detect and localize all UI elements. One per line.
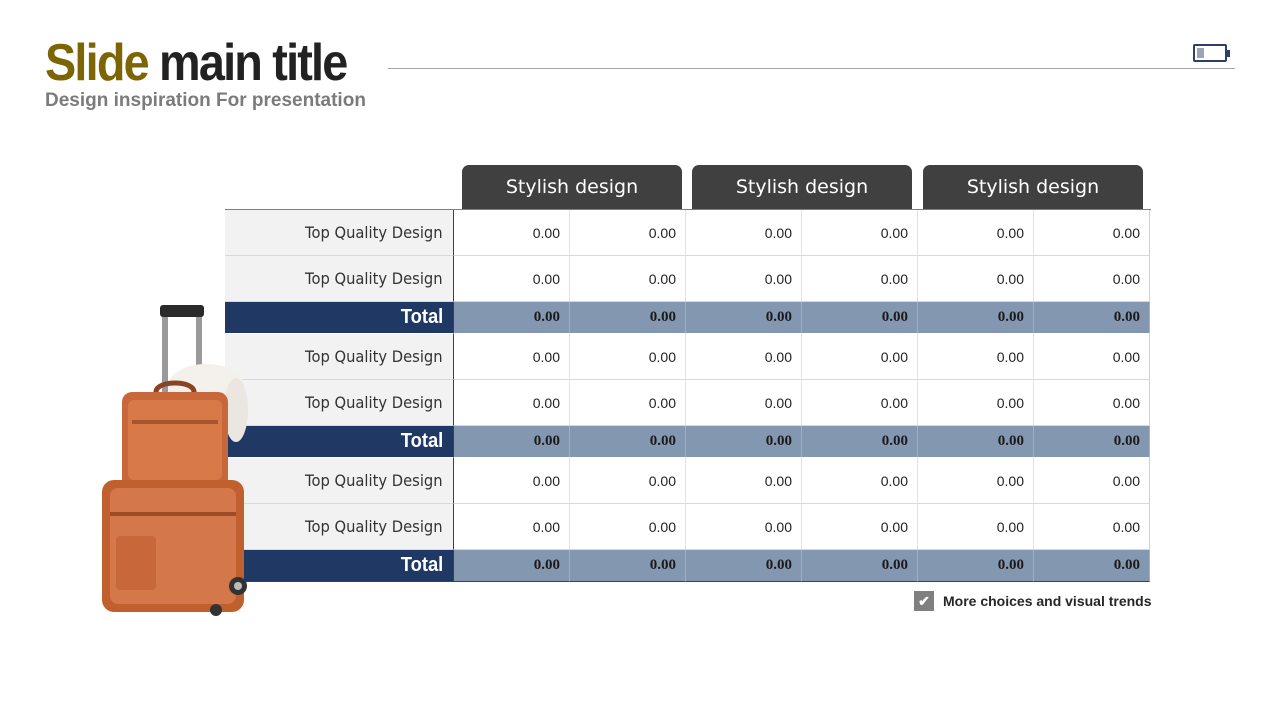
data-table: Top Quality Design 0.00 0.00 0.00 0.00 0.00 0.… [225, 209, 1151, 582]
table-cell: 0.00 [454, 256, 570, 302]
table-cell: 0.00 [686, 380, 802, 426]
table-total-row: Total 0.00 0.00 0.00 0.00 0.00 0.00 [225, 550, 1151, 582]
row-label: Top Quality Design [225, 504, 454, 550]
luggage-illustration [102, 305, 248, 616]
table-cell: 0.00 [802, 210, 918, 256]
total-cell: 0.00 [918, 302, 1034, 334]
total-cell: 0.00 [454, 426, 570, 458]
slide-subtitle: Design inspiration For presentation [45, 90, 366, 111]
table-cell: 0.00 [686, 334, 802, 380]
table-row: Top Quality Design 0.00 0.00 0.00 0.00 0.00 0.… [225, 380, 1151, 426]
title-divider [388, 68, 1235, 69]
table-cell: 0.00 [802, 458, 918, 504]
row-label: Top Quality Design [225, 210, 454, 256]
table-cell: 0.00 [1034, 256, 1150, 302]
row-label: Top Quality Design [225, 334, 454, 380]
table-cell: 0.00 [454, 210, 570, 256]
table-cell: 0.00 [570, 256, 686, 302]
table-total-row: Total 0.00 0.00 0.00 0.00 0.00 0.00 [225, 302, 1151, 334]
table-cell: 0.00 [918, 210, 1034, 256]
table-cell: 0.00 [1034, 210, 1150, 256]
row-label-text: Top Quality Design [305, 471, 443, 490]
total-cell: 0.00 [918, 426, 1034, 458]
column-header-3: Stylish design [923, 165, 1143, 209]
table-cell: 0.00 [686, 504, 802, 550]
title-word-accent: Slide [45, 34, 150, 92]
row-label-text: Top Quality Design [305, 269, 443, 288]
table-cell: 0.00 [686, 256, 802, 302]
total-cell: 0.00 [802, 550, 918, 582]
table-cell: 0.00 [570, 458, 686, 504]
total-cell: 0.00 [802, 302, 918, 334]
table-cell: 0.00 [570, 380, 686, 426]
row-label-text: Total [400, 306, 443, 328]
total-cell: 0.00 [570, 426, 686, 458]
total-cell: 0.00 [570, 550, 686, 582]
checkmark-icon: ✔ [914, 591, 934, 611]
table-cell: 0.00 [1034, 458, 1150, 504]
row-label: Top Quality Design [225, 458, 454, 504]
table-cell: 0.00 [1034, 334, 1150, 380]
total-cell: 0.00 [686, 550, 802, 582]
table-cell: 0.00 [918, 504, 1034, 550]
table-cell: 0.00 [454, 334, 570, 380]
column-header-2: Stylish design [692, 165, 912, 209]
table-cell: 0.00 [802, 504, 918, 550]
total-label: Total [225, 426, 454, 458]
total-cell: 0.00 [686, 426, 802, 458]
table-cell: 0.00 [686, 210, 802, 256]
table-row: Top Quality Design 0.00 0.00 0.00 0.00 0.00 0.… [225, 334, 1151, 380]
row-label-text: Top Quality Design [305, 223, 443, 242]
table-cell: 0.00 [570, 210, 686, 256]
table-cell: 0.00 [454, 458, 570, 504]
table-row: Top Quality Design 0.00 0.00 0.00 0.00 0.00 0.… [225, 256, 1151, 302]
row-label-text: Total [400, 554, 443, 576]
total-label: Total [225, 302, 454, 334]
total-cell: 0.00 [1034, 426, 1150, 458]
total-cell: 0.00 [570, 302, 686, 334]
row-label-text: Top Quality Design [305, 393, 443, 412]
row-label-text: Total [400, 430, 443, 452]
total-cell: 0.00 [802, 426, 918, 458]
column-header-1: Stylish design [462, 165, 682, 209]
table-cell: 0.00 [802, 380, 918, 426]
table-cell: 0.00 [454, 504, 570, 550]
table-cell: 0.00 [1034, 380, 1150, 426]
total-cell: 0.00 [1034, 302, 1150, 334]
table-cell: 0.00 [918, 334, 1034, 380]
total-cell: 0.00 [1034, 550, 1150, 582]
table-cell: 0.00 [918, 256, 1034, 302]
row-label-text: Top Quality Design [305, 347, 443, 366]
table-row: Top Quality Design 0.00 0.00 0.00 0.00 0.00 0.… [225, 504, 1151, 550]
table-cell: 0.00 [454, 380, 570, 426]
row-label: Top Quality Design [225, 256, 454, 302]
table-cell: 0.00 [570, 504, 686, 550]
table-row: Top Quality Design 0.00 0.00 0.00 0.00 0.00 0.… [225, 458, 1151, 504]
total-label: Total [225, 550, 454, 582]
table-cell: 0.00 [1034, 504, 1150, 550]
total-cell: 0.00 [454, 550, 570, 582]
table-cell: 0.00 [570, 334, 686, 380]
row-label-text: Top Quality Design [305, 517, 443, 536]
total-cell: 0.00 [686, 302, 802, 334]
total-cell: 0.00 [918, 550, 1034, 582]
row-label: Top Quality Design [225, 380, 454, 426]
total-cell: 0.00 [454, 302, 570, 334]
table-row: Top Quality Design 0.00 0.00 0.00 0.00 0.00 0.… [225, 210, 1151, 256]
title-word-main: main title [159, 34, 348, 92]
table-cell: 0.00 [918, 458, 1034, 504]
table-cell: 0.00 [802, 334, 918, 380]
legend: ✔ More choices and visual trends [914, 591, 1152, 611]
battery-icon [1193, 44, 1230, 62]
slide-title: Slide main title [45, 33, 348, 93]
table-cell: 0.00 [802, 256, 918, 302]
table-cell: 0.00 [918, 380, 1034, 426]
legend-text: More choices and visual trends [943, 593, 1152, 609]
table-total-row: Total 0.00 0.00 0.00 0.00 0.00 0.00 [225, 426, 1151, 458]
table-cell: 0.00 [686, 458, 802, 504]
